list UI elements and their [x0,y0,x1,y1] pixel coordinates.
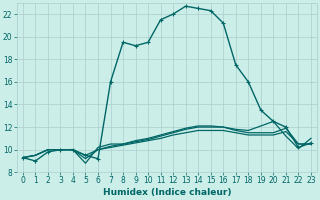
X-axis label: Humidex (Indice chaleur): Humidex (Indice chaleur) [103,188,231,197]
